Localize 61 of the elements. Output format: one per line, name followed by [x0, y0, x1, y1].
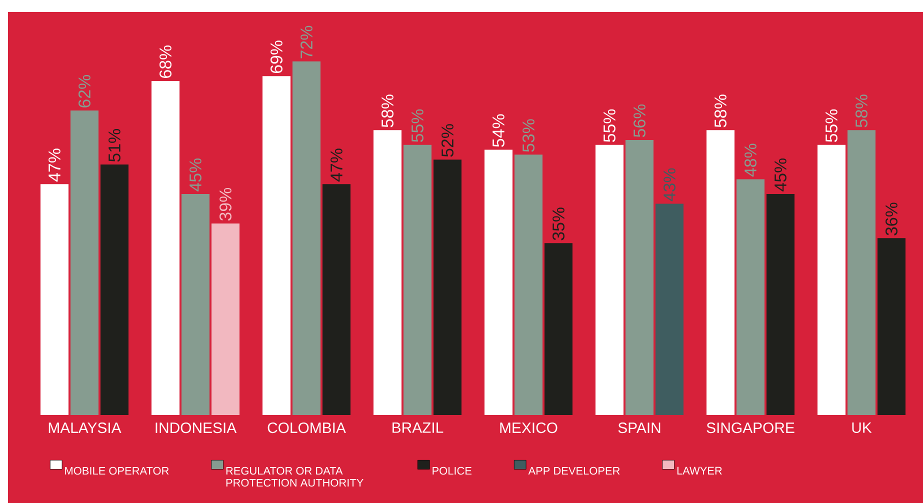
bar: [322, 184, 350, 415]
x-tick-label: UK: [852, 422, 872, 433]
data-label: 68%: [160, 46, 172, 78]
bar: [596, 144, 624, 415]
x-tick-label: MALAYSIA: [48, 422, 122, 434]
bar: [626, 140, 654, 415]
data-label: 54%: [492, 114, 504, 147]
data-label: 36%: [886, 202, 898, 236]
data-label: 51%: [108, 129, 120, 162]
bar: [434, 160, 462, 415]
data-label: 55%: [412, 109, 424, 142]
bar: [182, 194, 210, 415]
bar: [374, 130, 402, 415]
legend-label: APP DEVELOPER: [528, 466, 620, 475]
data-label: 39%: [220, 188, 232, 221]
data-label: 69%: [270, 40, 282, 74]
legend-label: MOBILE OPERATOR: [65, 466, 169, 475]
data-label: 58%: [856, 94, 868, 128]
bar: [706, 130, 734, 415]
bar: [848, 130, 876, 415]
bar: [212, 223, 240, 415]
bar: [262, 76, 290, 415]
x-tick-label: COLOMBIA: [268, 422, 346, 434]
bar: [656, 204, 684, 415]
bar: [736, 179, 765, 415]
bar: [544, 243, 572, 415]
data-label: 48%: [744, 144, 757, 177]
data-label: 52%: [442, 124, 454, 157]
data-label: 55%: [604, 109, 616, 142]
data-label: 55%: [826, 109, 838, 142]
data-label: 53%: [522, 119, 535, 152]
data-label: 47%: [330, 148, 342, 182]
bar: [766, 194, 795, 415]
x-tick-label: INDONESIA: [156, 422, 237, 434]
bar: [878, 238, 906, 415]
x-tick-label: SINGAPORE: [706, 422, 794, 434]
legend-label: LAWYER: [677, 466, 722, 474]
legend-label: POLICE: [432, 466, 472, 475]
data-label: 62%: [78, 74, 90, 108]
x-tick-label: SPAIN: [618, 422, 660, 434]
bar: [40, 184, 68, 415]
legend-label: REGULATOR OR DATA PROTECTION AUTHORITY: [226, 466, 364, 487]
bar: [514, 154, 542, 415]
x-tick-label: BRAZIL: [392, 422, 444, 433]
bar: [818, 144, 846, 415]
data-label: 47%: [48, 148, 60, 182]
data-label: 45%: [190, 158, 202, 192]
bar: [70, 110, 98, 415]
data-label: 58%: [382, 94, 394, 128]
data-label: 72%: [300, 26, 312, 58]
bar: [292, 61, 320, 415]
data-label: 35%: [552, 208, 565, 240]
data-label: 58%: [714, 94, 727, 128]
bar: [152, 81, 180, 415]
bar: [484, 150, 512, 415]
x-tick-label: MEXICO: [500, 422, 558, 434]
data-label: 43%: [664, 168, 676, 202]
bar: [100, 164, 128, 415]
bar: [404, 144, 432, 415]
data-label: 45%: [774, 158, 786, 192]
data-label: 56%: [634, 104, 646, 138]
